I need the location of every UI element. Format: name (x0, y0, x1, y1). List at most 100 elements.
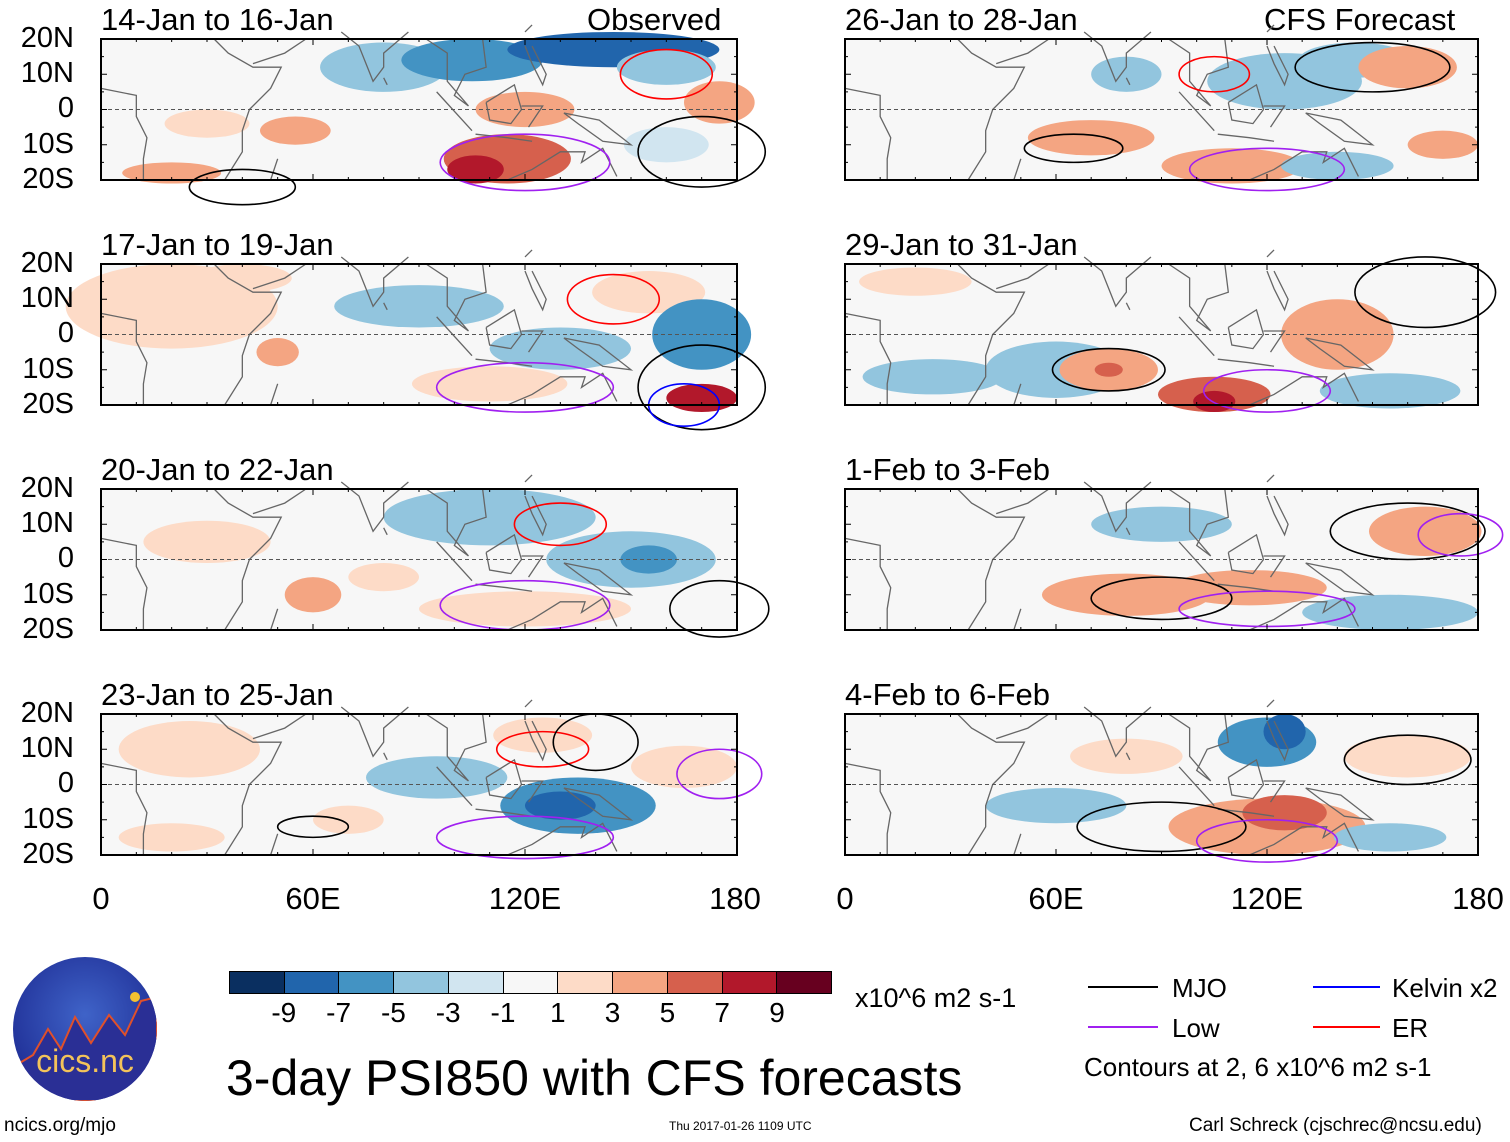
colorbar-label: -7 (326, 997, 352, 1028)
psi-anomaly-shading (616, 49, 716, 85)
coastline (1227, 83, 1265, 125)
wave-contour (188, 168, 297, 206)
coastline (340, 31, 409, 83)
psi-anomaly-shading (631, 745, 737, 789)
psi-anomaly-shading (260, 116, 331, 145)
coastline (269, 833, 279, 856)
coastline (1083, 31, 1152, 83)
psi-anomaly-shading (859, 267, 972, 296)
psi-anomaly-shading (1333, 823, 1447, 852)
coastline (1266, 720, 1289, 762)
lat-label: 10S (22, 127, 74, 160)
coastline (252, 263, 307, 290)
coastline (1266, 495, 1289, 537)
psi-anomaly-shading (284, 577, 342, 613)
coastline (524, 249, 533, 258)
panel-title: 14-Jan to 16-Jan (101, 2, 334, 37)
coastline (996, 263, 1050, 290)
coastline (100, 537, 148, 630)
colorbar-label: -3 (435, 997, 461, 1028)
panel-title: 4-Feb to 6-Feb (845, 677, 1051, 712)
coastline (524, 24, 533, 33)
psi-anomaly-shading (1263, 714, 1306, 750)
coastline (1249, 372, 1360, 406)
psi-anomaly-shading (1358, 46, 1457, 89)
colorbar-label: -1 (490, 997, 516, 1028)
psi-anomaly-shading (525, 791, 596, 820)
coastline (521, 105, 544, 128)
legend-line-mjo (1088, 986, 1158, 988)
coastline (1227, 308, 1265, 350)
colorbar-label: 3 (604, 997, 621, 1028)
lon-label: 60E (1028, 881, 1084, 916)
coastline (996, 713, 1050, 740)
wave-contour (1354, 256, 1497, 329)
coastline (485, 758, 523, 800)
wave-contour (1417, 512, 1504, 557)
psi-anomaly-shading (118, 721, 260, 778)
psi-anomaly-shading (1193, 390, 1236, 413)
coastline (485, 533, 523, 575)
coastline (100, 762, 148, 855)
lon-label: 0 (92, 881, 110, 916)
wave-contour (1188, 147, 1346, 192)
colorbar-bin (613, 972, 668, 993)
cics-logo: cics.nc (13, 957, 157, 1101)
coastline (1168, 263, 1230, 332)
coastline (1125, 302, 1131, 311)
psi-anomaly-shading (383, 489, 596, 546)
legend-label: Low (1172, 1013, 1220, 1043)
coastline (213, 713, 283, 856)
psi-anomaly-shading (1070, 738, 1183, 774)
coastline (252, 488, 307, 515)
lat-label: 10S (22, 352, 74, 385)
wave-contour (1195, 818, 1339, 863)
coastline (507, 372, 618, 406)
coastline (524, 270, 547, 312)
wave-contour (1343, 734, 1472, 786)
legend-label: ER (1392, 1013, 1429, 1043)
colorbar-bin (777, 972, 832, 993)
coastline (521, 555, 544, 578)
coastline (1168, 713, 1230, 782)
coastline (213, 38, 283, 181)
coastline (1227, 758, 1265, 800)
psi-anomaly-shading (862, 359, 1004, 395)
forecast-label: CFS Forecast (1264, 2, 1456, 37)
timestamp: Thu 2017-01-26 1109 UTC (669, 1119, 812, 1133)
coastline (1125, 752, 1131, 761)
footer-url[interactable]: ncics.org/mjo (4, 1115, 116, 1136)
coastline (563, 337, 634, 371)
wave-contour (619, 48, 714, 100)
coastline (1263, 105, 1286, 128)
colorbar-label: 5 (659, 997, 676, 1028)
coastline (425, 38, 487, 107)
lat-label: 20N (20, 22, 74, 54)
psi-anomaly-shading (623, 127, 709, 163)
lat-label: 0 (57, 767, 74, 800)
coastline (213, 488, 283, 631)
lat-label: 10N (20, 282, 74, 315)
lat-label: 20N (20, 697, 74, 729)
wave-contour (1051, 347, 1166, 392)
coastline (340, 706, 409, 758)
coastline (475, 583, 533, 592)
panel-title: 1-Feb to 3-Feb (845, 452, 1051, 487)
coastline (213, 263, 283, 406)
psi-anomaly-shading (489, 327, 631, 370)
map-panel-forecast-3 (844, 474, 1504, 631)
psi-anomaly-shading (313, 805, 384, 834)
coastline (563, 562, 634, 596)
coastline (100, 312, 148, 405)
colorbar-label: 1 (550, 997, 566, 1028)
coastline (1083, 481, 1152, 533)
coastline (436, 541, 473, 582)
psi-anomaly-shading (348, 563, 419, 592)
wave-contour (1178, 55, 1251, 93)
coastline (1305, 337, 1375, 371)
colorbar-bin (448, 972, 504, 993)
lon-label: 0 (836, 881, 854, 916)
coastline (1125, 527, 1131, 536)
coastline (340, 256, 409, 308)
legend-label: MJO (1172, 973, 1227, 1003)
